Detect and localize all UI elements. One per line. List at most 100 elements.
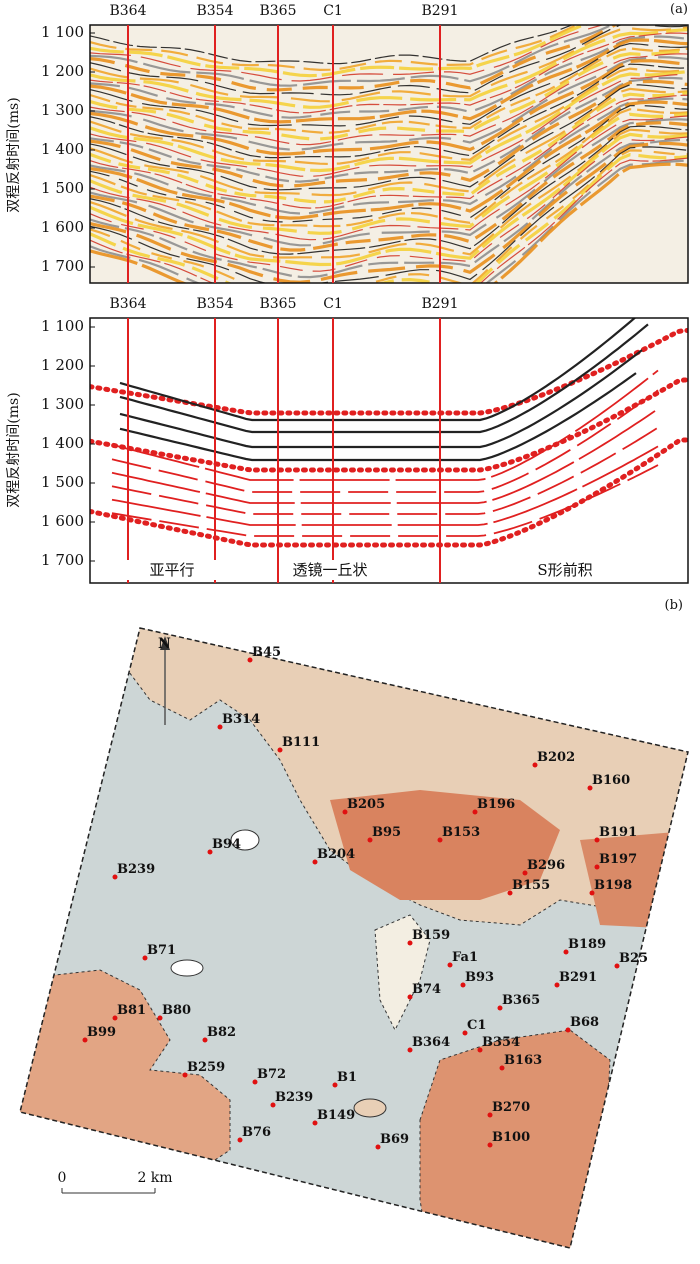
seismic-horizon <box>90 152 688 283</box>
seismic-horizon <box>90 97 688 215</box>
seismic-horizon <box>90 59 688 156</box>
well-label: B354 <box>196 296 233 312</box>
well-label: B296 <box>527 858 565 873</box>
panel-frame <box>89 317 689 584</box>
seismic-horizon <box>90 136 688 272</box>
scale-label: 2 km <box>137 1170 172 1186</box>
facies-label: 亚平行 <box>149 561 194 579</box>
y-tick-label: 1 300 <box>41 395 84 413</box>
well-point <box>594 837 600 843</box>
well-label: B153 <box>442 825 480 840</box>
seismic-horizon <box>90 56 688 151</box>
seismic-horizon <box>90 157 688 283</box>
y-tick-label: 1 200 <box>41 62 84 80</box>
seismic-horizon <box>90 32 688 114</box>
scale-label: 0 <box>58 1170 67 1186</box>
seismic-horizon <box>90 132 688 267</box>
well-label: B25 <box>619 951 648 966</box>
reflector <box>111 426 659 515</box>
boundary-dotted <box>90 377 688 473</box>
seismic-horizon <box>90 53 688 146</box>
well-point <box>487 1142 493 1148</box>
well-point <box>367 837 373 843</box>
reflector <box>111 408 659 504</box>
seismic-horizon <box>90 104 688 223</box>
well-label: B71 <box>147 943 176 958</box>
well-point <box>82 1037 88 1043</box>
facies-bg <box>126 560 218 580</box>
seismic-horizon <box>90 87 688 197</box>
seismic-horizon <box>90 94 688 209</box>
seismic-horizon <box>90 25 580 72</box>
seismic-horizon <box>90 138 688 279</box>
well-point <box>532 762 538 768</box>
well-label: Fa1 <box>452 950 478 965</box>
well-label: B204 <box>317 847 355 862</box>
seismic-horizon <box>90 42 688 127</box>
y-axis-label: 双程反射时间(ms) <box>6 392 22 507</box>
well-label: B259 <box>187 1060 225 1075</box>
seismic-section <box>90 25 688 283</box>
well-label: B365 <box>259 3 296 19</box>
well-label: B354 <box>196 3 233 19</box>
reflector <box>111 389 659 493</box>
well-point <box>589 890 595 896</box>
well-point <box>312 1120 318 1126</box>
north-label: N <box>158 636 171 652</box>
seismic-horizon <box>90 159 688 283</box>
well-label: B111 <box>282 735 320 750</box>
well-point <box>565 1027 571 1033</box>
well-label: B82 <box>207 1025 236 1040</box>
well-point <box>202 1037 208 1043</box>
well-label: B68 <box>570 1015 599 1030</box>
well-point <box>499 1065 505 1071</box>
well-point <box>270 1102 276 1108</box>
y-tick-label: 1 600 <box>41 512 84 530</box>
seismic-horizon <box>90 67 688 166</box>
well-label: B99 <box>87 1025 116 1040</box>
seismic-horizon <box>90 35 688 119</box>
well-label: B205 <box>347 797 385 812</box>
reflector <box>111 445 659 526</box>
well-label: B202 <box>537 750 575 765</box>
boundary-dotted <box>90 437 688 548</box>
facies-label: S形前积 <box>537 561 592 579</box>
well-point <box>375 1144 381 1150</box>
well-point <box>342 809 348 815</box>
well-point <box>207 849 213 855</box>
well-label: B72 <box>257 1067 286 1082</box>
well-point <box>594 864 600 870</box>
well-point <box>252 1079 258 1085</box>
seismic-horizon <box>90 28 688 109</box>
well-point <box>247 657 253 663</box>
well-point <box>407 994 413 1000</box>
seismic-horizon <box>90 115 688 241</box>
y-tick-label: 1 500 <box>41 179 84 197</box>
panel-frame <box>89 24 689 284</box>
well-label: B197 <box>599 852 637 867</box>
reflector <box>119 349 643 449</box>
well-label: B291 <box>421 3 458 19</box>
y-tick-label: 1 600 <box>41 218 84 236</box>
seismic-horizon <box>90 47 688 134</box>
well-point <box>332 1082 338 1088</box>
well-label: B239 <box>117 862 155 877</box>
y-tick-label: 1 100 <box>41 317 84 335</box>
well-label: B365 <box>502 993 540 1008</box>
seismic-horizon <box>90 162 688 283</box>
well-point <box>497 1005 503 1011</box>
well-label: B1 <box>337 1070 357 1085</box>
well-point <box>217 724 223 730</box>
well-label: B149 <box>317 1108 355 1123</box>
seismic-horizon <box>90 149 688 283</box>
seismic-horizon <box>90 38 688 124</box>
seismic-horizon <box>90 100 688 220</box>
panel-label: (b) <box>665 598 683 613</box>
seismic-horizon <box>90 76 688 183</box>
y-axis-label: 双程反射时间(ms) <box>6 97 22 212</box>
seismic-horizon <box>90 79 688 188</box>
well-point <box>563 949 569 955</box>
facies-bg <box>284 560 376 580</box>
well-label: B80 <box>162 1003 191 1018</box>
